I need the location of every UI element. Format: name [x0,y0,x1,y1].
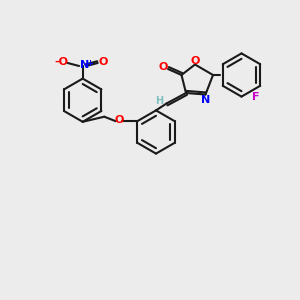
Text: H: H [155,95,163,106]
Text: N: N [80,60,89,70]
Text: O: O [159,62,168,73]
Text: O: O [191,56,200,66]
Text: F: F [251,92,259,102]
Text: N: N [202,94,211,105]
Text: -O: -O [54,56,68,67]
Text: O: O [98,56,107,67]
Text: +: + [86,58,93,68]
Text: O: O [114,115,123,125]
